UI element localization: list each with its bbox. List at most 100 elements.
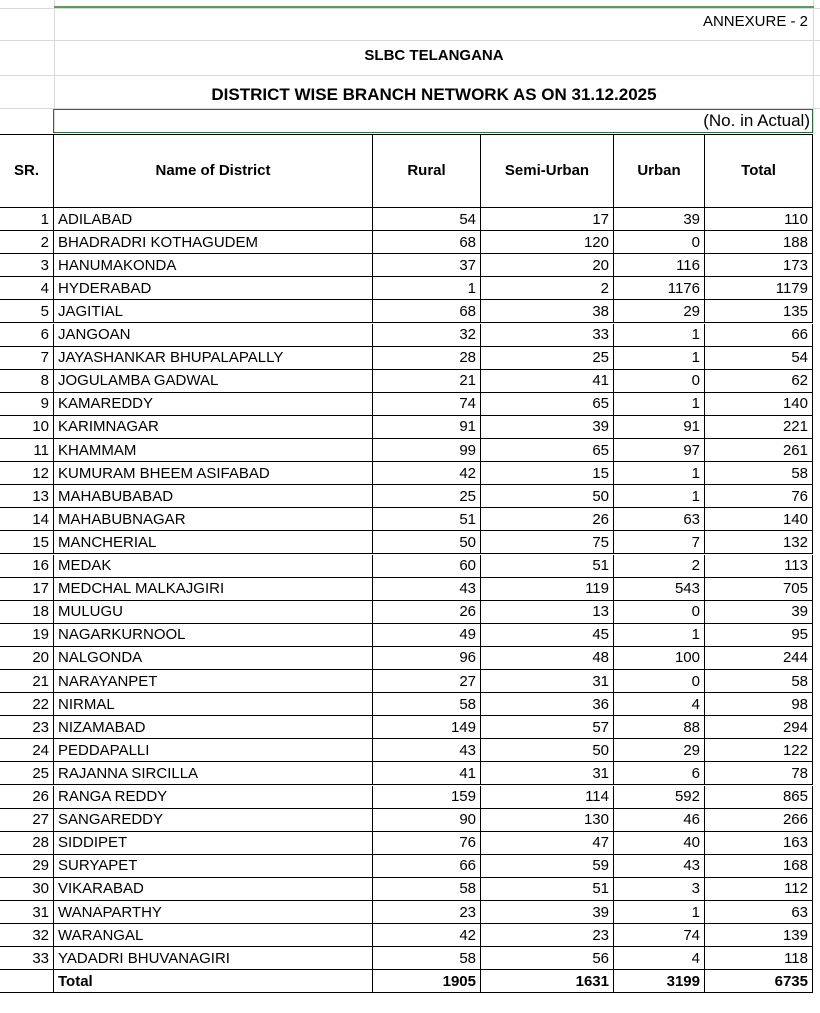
top-border <box>54 0 814 8</box>
rural: 58 <box>373 693 481 717</box>
data-row: 29 SURYAPET 66 59 43 168 <box>0 854 813 878</box>
district: SIDDIPET <box>54 831 373 855</box>
data-row: 18 MULUGU 26 13 0 39 <box>0 600 813 624</box>
district: KARIMNAGAR <box>54 415 373 439</box>
total-rural: 1905 <box>373 970 481 994</box>
semi-urban: 31 <box>481 762 614 786</box>
sr-no: 3 <box>0 254 54 278</box>
rural: 25 <box>373 485 481 509</box>
sr-no: 33 <box>0 947 54 971</box>
data-row: 5 JAGITIAL 68 38 29 135 <box>0 300 813 324</box>
data-row: 30 VIKARABAD 58 51 3 112 <box>0 877 813 901</box>
total: 76 <box>705 485 813 509</box>
data-row: 13 MAHABUBABAD 25 50 1 76 <box>0 485 813 509</box>
urban: 2 <box>614 554 705 578</box>
rural: 58 <box>373 877 481 901</box>
urban: 4 <box>614 693 705 717</box>
semi-urban: 45 <box>481 623 614 647</box>
semi-urban: 41 <box>481 369 614 393</box>
semi-urban: 36 <box>481 693 614 717</box>
rural: 76 <box>373 831 481 855</box>
data-row: 7 JAYASHANKAR BHUPALAPALLY 28 25 1 54 <box>0 346 813 370</box>
total: 122 <box>705 739 813 763</box>
total: 221 <box>705 415 813 439</box>
sr-no: 29 <box>0 854 54 878</box>
urban: 592 <box>614 785 705 809</box>
sr-no: 18 <box>0 600 54 624</box>
unit-box <box>53 109 813 133</box>
district: KAMAREDDY <box>54 392 373 416</box>
column-header: Total <box>705 134 813 208</box>
urban: 1 <box>614 901 705 925</box>
data-row: 12 KUMURAM BHEEM ASIFABAD 42 15 1 58 <box>0 462 813 486</box>
urban: 1 <box>614 346 705 370</box>
district: JOGULAMBA GADWAL <box>54 369 373 393</box>
data-row: 26 RANGA REDDY 159 114 592 865 <box>0 785 813 809</box>
sr-no: 22 <box>0 693 54 717</box>
total: 140 <box>705 392 813 416</box>
semi-urban: 119 <box>481 577 614 601</box>
district: WANAPARTHY <box>54 901 373 925</box>
semi-urban: 13 <box>481 600 614 624</box>
total: 168 <box>705 854 813 878</box>
urban: 29 <box>614 300 705 324</box>
urban: 29 <box>614 739 705 763</box>
total: 244 <box>705 646 813 670</box>
data-row: 10 KARIMNAGAR 91 39 91 221 <box>0 415 813 439</box>
sr-no: 30 <box>0 877 54 901</box>
sr-no: 14 <box>0 508 54 532</box>
data-row: 17 MEDCHAL MALKAJGIRI 43 119 543 705 <box>0 577 813 601</box>
sr-no: 10 <box>0 415 54 439</box>
semi-urban: 23 <box>481 924 614 948</box>
total: 98 <box>705 693 813 717</box>
semi-urban: 15 <box>481 462 614 486</box>
sr-no: 26 <box>0 785 54 809</box>
sr-no: 20 <box>0 646 54 670</box>
rural: 99 <box>373 439 481 463</box>
data-row: 16 MEDAK 60 51 2 113 <box>0 554 813 578</box>
rural: 149 <box>373 716 481 740</box>
urban: 1 <box>614 323 705 347</box>
urban: 543 <box>614 577 705 601</box>
rural: 51 <box>373 508 481 532</box>
semi-urban: 39 <box>481 415 614 439</box>
total: 58 <box>705 670 813 694</box>
data-row: 8 JOGULAMBA GADWAL 21 41 0 62 <box>0 369 813 393</box>
total: 173 <box>705 254 813 278</box>
urban: 1 <box>614 462 705 486</box>
district: BHADRADRI KOTHAGUDEM <box>54 231 373 255</box>
total: 39 <box>705 600 813 624</box>
column-header: Rural <box>373 134 481 208</box>
total: 865 <box>705 785 813 809</box>
semi-urban: 65 <box>481 439 614 463</box>
semi-urban: 130 <box>481 808 614 832</box>
data-row: 20 NALGONDA 96 48 100 244 <box>0 646 813 670</box>
data-row: 2 BHADRADRI KOTHAGUDEM 68 120 0 188 <box>0 231 813 255</box>
district: RAJANNA SIRCILLA <box>54 762 373 786</box>
data-row: 23 NIZAMABAD 149 57 88 294 <box>0 716 813 740</box>
district: MANCHERIAL <box>54 531 373 555</box>
semi-urban: 25 <box>481 346 614 370</box>
data-row: 21 NARAYANPET 27 31 0 58 <box>0 670 813 694</box>
semi-urban: 65 <box>481 392 614 416</box>
rural: 43 <box>373 739 481 763</box>
rural: 54 <box>373 208 481 232</box>
sr-no: 16 <box>0 554 54 578</box>
data-row: 22 NIRMAL 58 36 4 98 <box>0 693 813 717</box>
district: HANUMAKONDA <box>54 254 373 278</box>
total: 112 <box>705 877 813 901</box>
sr-no: 1 <box>0 208 54 232</box>
total: 113 <box>705 554 813 578</box>
total-total: 6735 <box>705 970 813 994</box>
rural: 50 <box>373 531 481 555</box>
total: 66 <box>705 323 813 347</box>
rural: 74 <box>373 392 481 416</box>
sr-no: 23 <box>0 716 54 740</box>
semi-urban: 50 <box>481 485 614 509</box>
semi-urban: 38 <box>481 300 614 324</box>
rural: 1 <box>373 277 481 301</box>
urban: 0 <box>614 600 705 624</box>
semi-urban: 50 <box>481 739 614 763</box>
total: 110 <box>705 208 813 232</box>
sr-no: 15 <box>0 531 54 555</box>
